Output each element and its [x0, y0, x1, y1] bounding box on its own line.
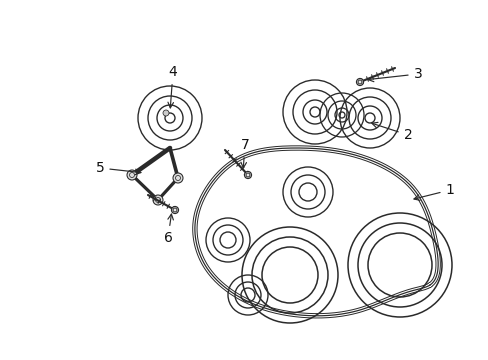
Text: 6: 6 [163, 214, 173, 245]
Text: 7: 7 [240, 138, 249, 168]
Text: 4: 4 [167, 65, 177, 108]
Text: 1: 1 [413, 183, 453, 201]
Text: 5: 5 [96, 161, 141, 175]
Circle shape [171, 207, 178, 213]
Text: 3: 3 [367, 67, 422, 82]
Circle shape [173, 173, 183, 183]
Circle shape [163, 110, 169, 116]
Text: 2: 2 [371, 122, 411, 142]
Circle shape [356, 78, 363, 86]
Circle shape [244, 171, 251, 179]
Circle shape [127, 170, 137, 180]
Circle shape [153, 195, 163, 205]
